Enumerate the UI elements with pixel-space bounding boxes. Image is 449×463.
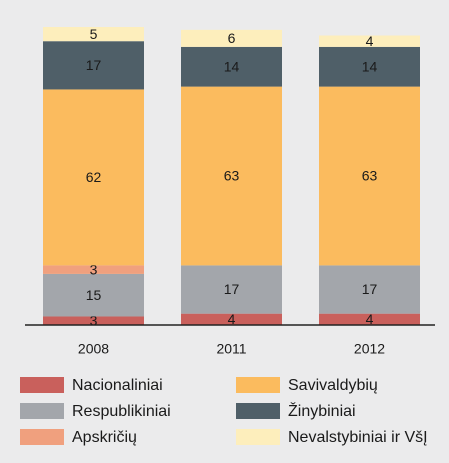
bar-segment [319,35,420,47]
data-label: 6 [228,30,236,46]
data-label: 14 [362,58,378,74]
legend-label: Savivaldybių [288,377,378,394]
x-tick-label: 2008 [78,341,109,357]
bar-segment [43,27,144,42]
data-label: 14 [224,58,240,74]
bar-segment [319,265,420,314]
bar-segment [43,89,144,266]
data-label: 63 [224,168,240,184]
bar-segment [43,273,144,317]
bar-segment [319,313,420,325]
legend-label: Apskričių [72,429,137,446]
data-label: 17 [224,281,240,297]
legend-swatch [20,403,64,419]
legend-swatch [236,429,280,445]
bar-segment [43,41,144,90]
data-label: 4 [366,33,374,49]
legend-swatch [236,403,280,419]
data-label: 3 [90,312,98,328]
bar-segment [181,46,282,87]
legend-label: Respublikiniai [72,403,171,420]
data-label: 17 [86,57,102,73]
data-label: 63 [362,168,378,184]
x-tick-label: 2012 [354,341,385,357]
bar-segment [181,86,282,266]
legend-swatch [20,429,64,445]
data-label: 17 [362,281,378,297]
x-tick-label: 2011 [216,341,246,357]
bar-segment [181,313,282,325]
data-label: 62 [86,169,102,185]
bar-segment [43,316,144,325]
legend-label: Nevalstybiniai ir VšĮ [288,429,428,446]
legend-swatch [236,377,280,393]
bar-segment [181,29,282,47]
data-label: 5 [90,26,98,42]
legend-label: Nacionaliniai [72,377,163,394]
bar-segment [181,265,282,314]
bar-segment [319,86,420,266]
data-label: 15 [86,287,102,303]
legend-label: Žinybiniai [288,401,356,420]
data-label: 4 [366,311,374,327]
data-label: 3 [90,261,98,277]
data-label: 4 [228,311,236,327]
bar-segment [319,46,420,87]
bar-segment [43,265,144,274]
legend-swatch [20,377,64,393]
